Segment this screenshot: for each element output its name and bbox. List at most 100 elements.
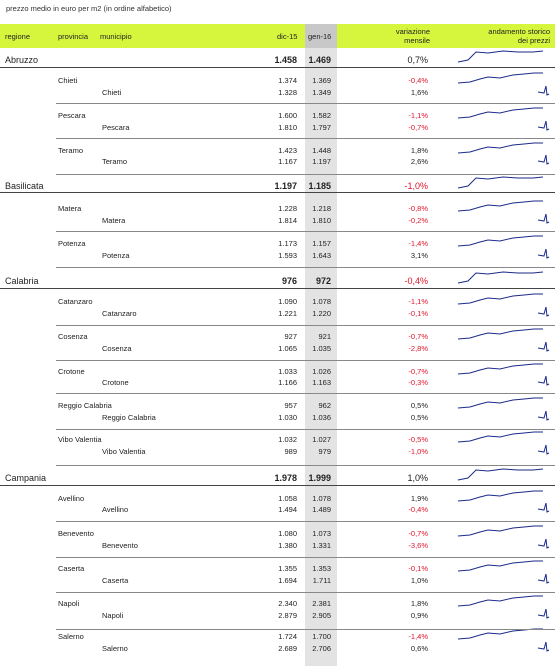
province-divider (56, 629, 555, 630)
provincia-name: Cosenza (58, 332, 88, 341)
province-divider (56, 103, 555, 104)
sparkline (457, 328, 543, 340)
sparkline-path (457, 235, 543, 247)
sparkline (537, 410, 550, 421)
variazione-mensile: 1,8% (410, 599, 428, 608)
value-dic-15: 1.380 (278, 541, 297, 550)
variazione-mensile: -1,1% (408, 111, 428, 120)
municipio-name: Catanzaro (102, 309, 137, 318)
sparkline-path (537, 120, 550, 131)
sparkline (537, 341, 550, 352)
sparkline (457, 293, 543, 305)
municipio-name: Teramo (102, 157, 128, 166)
province-divider (56, 557, 555, 558)
value-gen-16: 1.035 (312, 344, 331, 353)
value-dic-15: 1.167 (278, 157, 297, 166)
municipality-row: Salerno 2.689 2.706 0,6% (0, 641, 555, 655)
value-gen-16: 1.489 (312, 505, 331, 514)
value-gen-16: 1.448 (312, 146, 331, 155)
sparkline (457, 490, 543, 502)
provincia-name: Avellino (58, 494, 85, 503)
sparkline-path (537, 213, 550, 224)
sparkline-path (537, 410, 550, 421)
header-municipio: municipio (100, 32, 132, 41)
sparkline-path (457, 271, 544, 284)
variazione-mensile: -0,1% (408, 564, 428, 573)
sparkline (457, 50, 544, 63)
sparkline-path (457, 293, 543, 305)
provincia-name: Chieti (58, 76, 78, 85)
header-variazione-1: variazione (395, 27, 430, 36)
municipio-name: Chieti (102, 88, 122, 97)
province-row: Vibo Valentia 1.032 1.027 -0,5% (0, 431, 555, 446)
variazione-mensile: -0,4% (404, 276, 428, 286)
value-gen-16: 1.700 (312, 632, 331, 641)
value-dic-15: 1.090 (278, 297, 297, 306)
province-divider (56, 521, 555, 522)
sparkline-path (457, 363, 543, 375)
provincia-name: Catanzaro (58, 297, 93, 306)
value-dic-15: 1.228 (278, 204, 297, 213)
value-gen-16: 2.381 (312, 599, 331, 608)
table-caption: prezzo medio in euro per m2 (in ordine a… (6, 4, 172, 13)
sparkline (537, 641, 550, 652)
variazione-mensile: 1,0% (407, 473, 428, 483)
region-row: Calabria 976 972 -0,4% (0, 271, 555, 287)
variazione-mensile: -0,7% (408, 332, 428, 341)
sparkline (537, 538, 550, 549)
value-gen-16: 1.197 (312, 157, 331, 166)
sparkline-path (537, 502, 550, 513)
municipality-row: Benevento 1.380 1.331 -3,6% (0, 538, 555, 552)
variazione-mensile: -1,0% (404, 181, 428, 191)
sparkline (457, 468, 544, 481)
sparkline-path (457, 431, 543, 443)
value-dic-15: 1.328 (278, 88, 297, 97)
region-row: Campania 1.978 1.999 1,0% (0, 468, 555, 484)
variazione-mensile: 1,9% (410, 494, 428, 503)
value-gen-16: 1.797 (312, 123, 331, 132)
sparkline (457, 235, 543, 247)
sparkline (457, 176, 544, 189)
sparkline (537, 154, 550, 165)
variazione-mensile: -0,8% (408, 204, 428, 213)
table-header: regione provincia municipio dic-15 gen-1… (0, 24, 555, 48)
sparkline (457, 271, 544, 284)
sparkline (457, 72, 543, 84)
sparkline-path (457, 397, 543, 409)
regione-name: Calabria (5, 276, 39, 286)
value-gen-16: 2.706 (312, 644, 331, 653)
value-gen-16: 1.582 (312, 111, 331, 120)
variazione-mensile: 0,6% (410, 644, 428, 653)
value-dic-15: 1.423 (278, 146, 297, 155)
sparkline (457, 397, 543, 409)
header-dic-15: dic-15 (277, 32, 298, 41)
province-divider (56, 465, 555, 466)
highlight-column-header (305, 24, 337, 48)
value-gen-16: 1.073 (312, 529, 331, 538)
sparkline (537, 213, 550, 224)
province-divider (56, 360, 555, 361)
value-gen-16: 2.905 (312, 611, 331, 620)
value-dic-15: 1.030 (278, 413, 297, 422)
value-gen-16: 1.643 (312, 251, 331, 260)
province-row: Avellino 1.058 1.078 1,9% (0, 490, 555, 505)
sparkline-path (457, 525, 543, 537)
highlight-column (305, 48, 337, 666)
sparkline (457, 142, 543, 154)
provincia-name: Benevento (58, 529, 94, 538)
sparkline-path (537, 85, 550, 96)
municipality-row: Cosenza 1.065 1.035 -2,8% (0, 341, 555, 355)
province-row: Catanzaro 1.090 1.078 -1,1% (0, 293, 555, 308)
municipality-row: Pescara 1.810 1.797 -0,7% (0, 120, 555, 134)
province-divider (56, 138, 555, 139)
value-dic-15: 2.689 (278, 644, 297, 653)
sparkline (537, 573, 550, 584)
header-gen-16: gen-16 (308, 32, 332, 41)
municipality-row: Crotone 1.166 1.163 -0,3% (0, 375, 555, 389)
value-gen-16: 1.027 (312, 435, 331, 444)
municipality-row: Teramo 1.167 1.197 2,6% (0, 154, 555, 168)
sparkline-path (457, 328, 543, 340)
variazione-mensile: -0,7% (408, 529, 428, 538)
provincia-name: Vibo Valentia (58, 435, 102, 444)
value-dic-15: 1.058 (278, 494, 297, 503)
